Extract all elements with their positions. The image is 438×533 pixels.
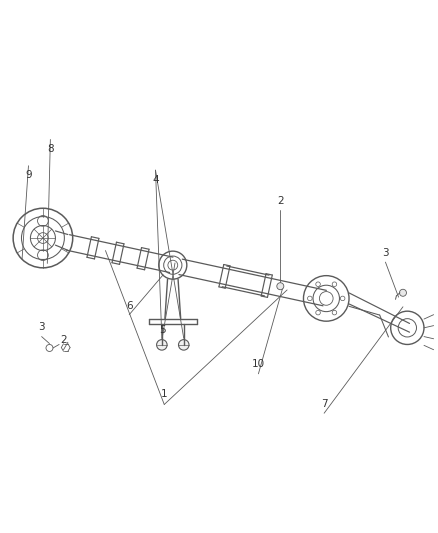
Circle shape: [399, 289, 406, 296]
Circle shape: [179, 340, 189, 350]
Text: 7: 7: [321, 399, 328, 409]
Text: 1: 1: [161, 389, 168, 399]
Text: 6: 6: [126, 301, 133, 311]
Text: 2: 2: [277, 196, 284, 206]
Text: 2: 2: [60, 335, 67, 345]
Text: 3: 3: [38, 322, 45, 332]
Circle shape: [157, 340, 167, 350]
Text: 9: 9: [25, 171, 32, 180]
Text: 5: 5: [159, 325, 166, 335]
Text: 8: 8: [47, 144, 54, 154]
Text: 3: 3: [382, 248, 389, 259]
Text: 4: 4: [152, 175, 159, 185]
Text: 10: 10: [252, 359, 265, 369]
Circle shape: [277, 282, 284, 290]
